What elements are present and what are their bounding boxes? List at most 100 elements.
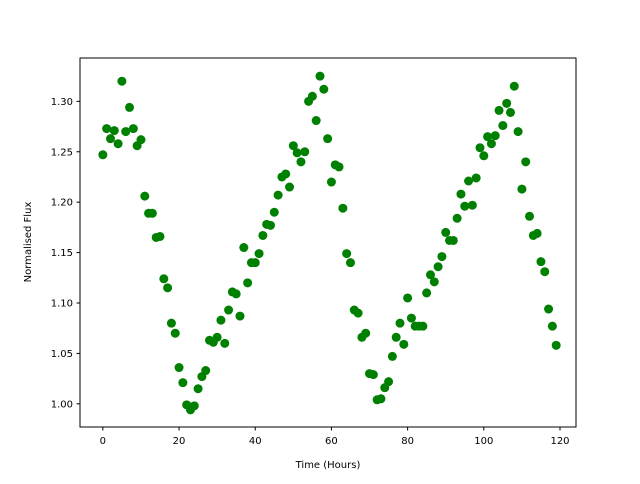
- data-point: [532, 228, 542, 238]
- data-point: [448, 235, 458, 245]
- data-point: [403, 293, 413, 303]
- data-point: [117, 76, 127, 86]
- data-point: [147, 208, 157, 218]
- data-point: [395, 318, 405, 328]
- x-tick-label: 60: [325, 436, 338, 447]
- data-point: [483, 132, 493, 142]
- data-point: [166, 318, 176, 328]
- data-point: [121, 127, 131, 137]
- data-point: [479, 151, 489, 161]
- data-point: [353, 308, 363, 318]
- data-point: [376, 394, 386, 404]
- x-tick-label: 80: [401, 436, 414, 447]
- data-point: [189, 401, 199, 411]
- data-point: [391, 332, 401, 342]
- data-point: [113, 139, 123, 149]
- data-point: [201, 366, 211, 376]
- data-point: [433, 262, 443, 272]
- data-point: [547, 321, 557, 331]
- x-tick-label: 100: [474, 436, 493, 447]
- y-tick-label: 1.10: [51, 298, 73, 309]
- data-point: [536, 257, 546, 267]
- data-point: [323, 134, 333, 144]
- data-point: [345, 258, 355, 268]
- data-point: [193, 384, 203, 394]
- data-point: [521, 157, 531, 167]
- data-point: [361, 328, 371, 338]
- plot-frame: [79, 57, 577, 428]
- x-tick-label: 40: [249, 436, 262, 447]
- data-point: [311, 116, 321, 126]
- x-axis-label: Time (Hours): [295, 460, 361, 471]
- data-point: [540, 267, 550, 277]
- data-point: [307, 91, 317, 101]
- data-point: [163, 283, 173, 293]
- data-point: [281, 169, 291, 179]
- y-tick-label: 1.30: [51, 97, 73, 108]
- y-axis-label: Normalised Flux: [23, 202, 34, 283]
- data-point: [429, 277, 439, 287]
- data-point: [399, 339, 409, 349]
- data-point: [102, 124, 112, 134]
- data-point: [288, 141, 298, 151]
- y-tick-label: 1.25: [51, 147, 73, 158]
- data-point: [471, 173, 481, 183]
- data-point: [505, 107, 515, 117]
- data-point: [170, 328, 180, 338]
- data-point: [231, 289, 241, 299]
- data-point: [406, 313, 416, 323]
- data-point: [456, 189, 466, 199]
- data-point: [452, 213, 462, 223]
- data-point: [273, 190, 283, 200]
- data-point: [125, 102, 135, 112]
- data-point: [250, 258, 260, 268]
- data-point: [513, 127, 523, 137]
- data-point: [105, 134, 115, 144]
- data-point: [525, 211, 535, 221]
- x-tick-label: 20: [173, 436, 186, 447]
- data-point: [235, 311, 245, 321]
- data-point: [258, 230, 268, 240]
- data-point: [384, 377, 394, 387]
- data-point: [326, 177, 336, 187]
- data-point: [342, 249, 352, 259]
- data-point: [285, 182, 295, 192]
- data-point: [265, 220, 275, 230]
- data-point: [460, 201, 470, 211]
- data-point: [441, 227, 451, 237]
- y-tick-label: 1.05: [51, 349, 73, 360]
- data-point: [544, 304, 554, 314]
- data-point: [98, 150, 108, 160]
- data-point: [494, 105, 504, 115]
- data-point: [128, 124, 138, 134]
- data-point: [216, 315, 226, 325]
- data-point: [254, 249, 264, 259]
- y-tick-label: 1.00: [51, 399, 73, 410]
- x-tick-label: 0: [100, 436, 106, 447]
- y-tick-label: 1.20: [51, 198, 73, 209]
- data-point: [425, 270, 435, 280]
- data-point: [418, 321, 428, 331]
- data-point: [174, 363, 184, 373]
- data-point: [140, 191, 150, 201]
- data-point: [502, 98, 512, 108]
- data-point: [387, 351, 397, 361]
- y-tick-label: 1.15: [51, 248, 73, 259]
- data-points: [98, 71, 561, 415]
- data-point: [239, 243, 249, 253]
- data-point: [437, 252, 447, 262]
- data-point: [551, 340, 561, 350]
- data-point: [486, 139, 496, 149]
- data-point: [224, 305, 234, 315]
- data-point: [136, 135, 146, 145]
- data-point: [296, 157, 306, 167]
- data-point: [464, 176, 474, 186]
- data-point: [319, 84, 329, 94]
- data-point: [220, 338, 230, 348]
- data-point: [338, 203, 348, 213]
- data-point: [368, 370, 378, 380]
- data-point: [212, 332, 222, 342]
- data-point: [159, 274, 169, 284]
- y-axis-ticks: 1.00 1.05 1.10 1.15 1.20 1.25 1.30: [51, 97, 80, 410]
